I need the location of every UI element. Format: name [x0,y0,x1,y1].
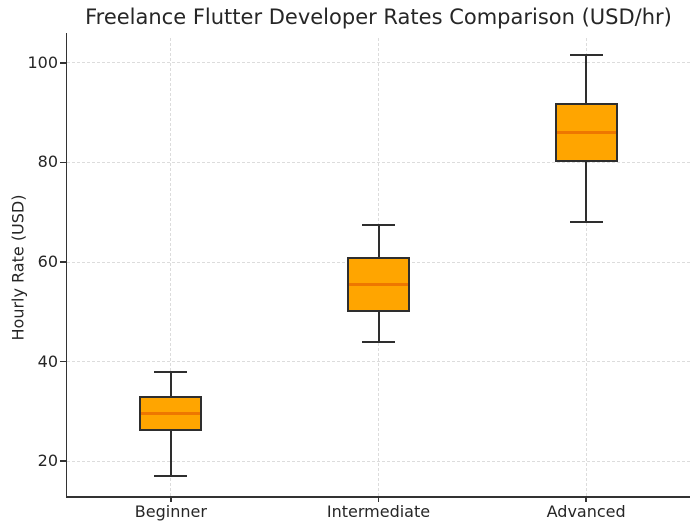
whisker-cap-bottom-advanced [569,221,603,224]
x-tick [585,496,587,502]
y-tick [60,261,67,263]
median-line-advanced [556,131,616,135]
x-tick-label-advanced: Advanced [546,502,626,521]
x-axis-spine [65,496,690,498]
median-line-beginner [141,412,201,416]
y-tick [60,62,67,64]
chart-title: Freelance Flutter Developer Rates Compar… [85,5,672,29]
y-axis-spine [65,33,67,496]
y-tick [60,360,67,363]
whisker-lower-advanced [585,162,588,223]
whisker-cap-bottom-beginner [154,475,188,478]
y-tick-label: 100 [27,52,58,72]
x-tick-label-intermediate: Intermediate [326,502,431,521]
whisker-upper-beginner [169,371,172,397]
y-tick-label: 60 [37,252,58,272]
gridline-v [585,38,587,496]
whisker-upper-intermediate [377,224,380,258]
y-tick [60,161,67,164]
x-tick [377,496,380,502]
whisker-upper-advanced [585,55,588,103]
x-tick-label-beginner: Beginner [134,502,207,521]
y-tick [60,460,67,462]
y-tick-label: 80 [37,152,58,172]
whisker-cap-top-intermediate [362,223,395,226]
y-tick-label: 20 [37,451,58,471]
median-line-intermediate [349,282,408,286]
gridline-v [170,38,172,496]
whisker-cap-bottom-intermediate [362,340,395,343]
whisker-cap-top-beginner [154,370,188,373]
y-tick-label: 40 [37,351,58,371]
x-tick [170,496,172,502]
whisker-cap-top-advanced [569,54,603,57]
whisker-lower-beginner [169,431,172,477]
whisker-lower-intermediate [377,311,380,342]
